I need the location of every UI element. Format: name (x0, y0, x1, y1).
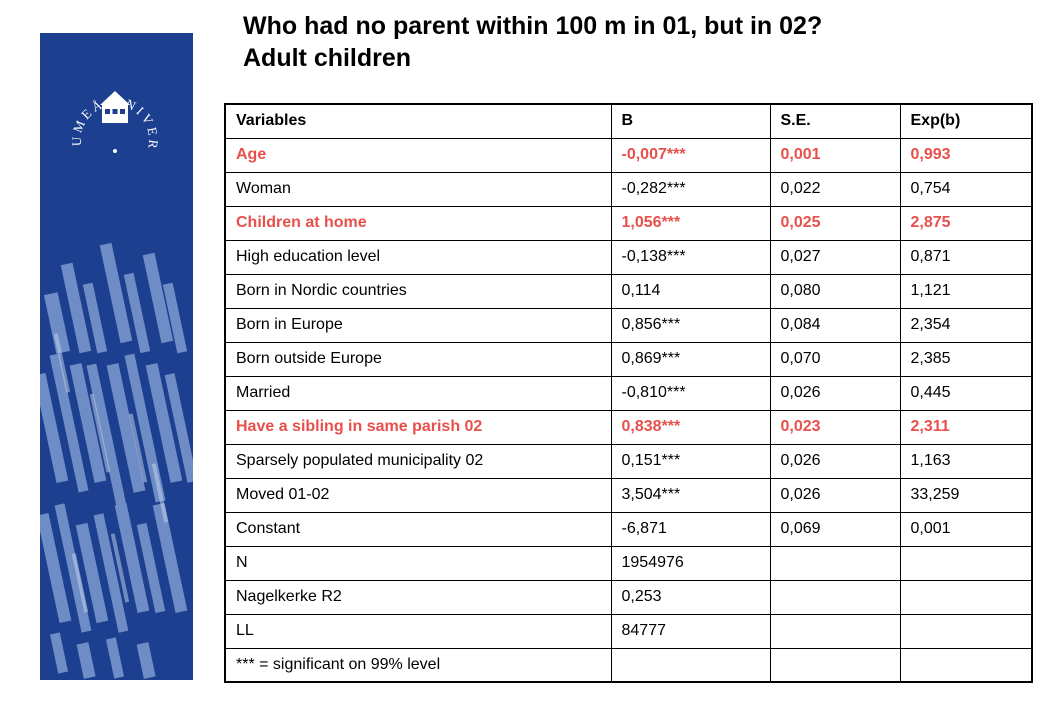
cell-se: 0,027 (769, 239, 901, 275)
cell-variable: Married (224, 375, 612, 411)
header-b: B (610, 103, 771, 139)
banner-texture (40, 242, 193, 679)
cell-b: 0,253 (610, 579, 771, 615)
cell-se: 0,070 (769, 341, 901, 377)
cell-exp-b: 0,754 (899, 171, 1033, 207)
cell-exp-b: 1,121 (899, 273, 1033, 309)
slide-title-line-2: Adult children (243, 44, 412, 72)
cell-variable: Constant (224, 511, 612, 547)
cell-b: 0,114 (610, 273, 771, 309)
cell-se (769, 579, 901, 615)
cell-exp-b (899, 613, 1033, 649)
cell-se: 0,026 (769, 477, 901, 513)
cell-b: 1954976 (610, 545, 771, 581)
table-row: Born in Nordic countries 0,114 0,080 1,121 (224, 273, 1033, 309)
cell-se: 0,026 (769, 443, 901, 479)
cell-b: -0,282*** (610, 171, 771, 207)
cell-se: 0,001 (769, 137, 901, 173)
cell-variable: Children at home (224, 205, 612, 241)
cell-se: 0,069 (769, 511, 901, 547)
cell-variable: Sparsely populated municipality 02 (224, 443, 612, 479)
cell-exp-b: 1,163 (899, 443, 1033, 479)
cell-variable: Born outside Europe (224, 341, 612, 377)
cell-variable: Born in Europe (224, 307, 612, 343)
table-header-row: Variables B S.E. Exp(b) (224, 103, 1033, 139)
cell-exp-b: 2,354 (899, 307, 1033, 343)
cell-b: -6,871 (610, 511, 771, 547)
cell-variable: Moved 01-02 (224, 477, 612, 513)
cell-exp-b: 2,385 (899, 341, 1033, 377)
cell-exp-b: 2,875 (899, 205, 1033, 241)
cell-se: 0,026 (769, 375, 901, 411)
cell-variable: LL (224, 613, 612, 649)
university-banner: UMEÅ UNIVERSITET (40, 33, 193, 680)
table-row: Nagelkerke R2 0,253 (224, 579, 1033, 615)
cell-variable: N (224, 545, 612, 581)
banner-artwork: UMEÅ UNIVERSITET (40, 33, 193, 679)
university-logo-icon (100, 91, 130, 153)
cell-b: 84777 (610, 613, 771, 649)
cell-b: 1,056*** (610, 205, 771, 241)
cell-exp-b: 0,993 (899, 137, 1033, 173)
cell-variable: High education level (224, 239, 612, 275)
table-row: Sparsely populated municipality 02 0,151*… (224, 443, 1033, 479)
table-row: Children at home 1,056*** 0,025 2,875 (224, 205, 1033, 241)
banner-highlights (53, 333, 169, 613)
table-row: Woman -0,282*** 0,022 0,754 (224, 171, 1033, 207)
cell-b: -0,138*** (610, 239, 771, 275)
cell-variable: Woman (224, 171, 612, 207)
cell-exp-b (899, 579, 1033, 615)
logo-lettering: UMEÅ UNIVERSITET (40, 33, 161, 152)
slide-title-line-1: Who had no parent within 100 m in 01, bu… (243, 12, 823, 40)
regression-results-table: Variables B S.E. Exp(b) Age -0,007*** 0,00… (224, 103, 1033, 683)
cell-se: 0,084 (769, 307, 901, 343)
cell-b: 0,856*** (610, 307, 771, 343)
cell-exp-b: 33,259 (899, 477, 1033, 513)
table-row: *** = significant on 99% level (224, 647, 1033, 683)
cell-variable: Have a sibling in same parish 02 (224, 409, 612, 445)
cell-b: 3,504*** (610, 477, 771, 513)
cell-b: 0,869*** (610, 341, 771, 377)
cell-exp-b: 0,001 (899, 511, 1033, 547)
slide-title: Who had no parent within 100 m in 01, bu… (243, 10, 822, 74)
cell-se (769, 613, 901, 649)
header-variables: Variables (224, 103, 612, 139)
table-row: Moved 01-02 3,504*** 0,026 33,259 (224, 477, 1033, 513)
table-row: Age -0,007*** 0,001 0,993 (224, 137, 1033, 173)
header-exp-b: Exp(b) (899, 103, 1033, 139)
table-row: High education level -0,138*** 0,027 0,871 (224, 239, 1033, 275)
table-row: Born outside Europe 0,869*** 0,070 2,385 (224, 341, 1033, 377)
cell-b: 0,151*** (610, 443, 771, 479)
cell-b (610, 647, 771, 683)
cell-b: 0,838*** (610, 409, 771, 445)
header-se: S.E. (769, 103, 901, 139)
cell-variable: *** = significant on 99% level (224, 647, 612, 683)
cell-variable: Born in Nordic countries (224, 273, 612, 309)
table-row: Have a sibling in same parish 02 0,838***… (224, 409, 1033, 445)
cell-se: 0,023 (769, 409, 901, 445)
cell-exp-b: 0,871 (899, 239, 1033, 275)
cell-se: 0,080 (769, 273, 901, 309)
cell-se (769, 545, 901, 581)
cell-b: -0,007*** (610, 137, 771, 173)
table-row: Constant -6,871 0,069 0,001 (224, 511, 1033, 547)
cell-se: 0,025 (769, 205, 901, 241)
table-body: Age -0,007*** 0,001 0,993 Woman -0,282*** 0,02… (224, 137, 1033, 683)
table-row: Born in Europe 0,856*** 0,084 2,354 (224, 307, 1033, 343)
cell-b: -0,810*** (610, 375, 771, 411)
cell-exp-b: 0,445 (899, 375, 1033, 411)
table-row: N 1954976 (224, 545, 1033, 581)
cell-exp-b: 2,311 (899, 409, 1033, 445)
cell-variable: Nagelkerke R2 (224, 579, 612, 615)
table-row: LL 84777 (224, 613, 1033, 649)
cell-exp-b (899, 545, 1033, 581)
cell-variable: Age (224, 137, 612, 173)
cell-se: 0,022 (769, 171, 901, 207)
cell-exp-b (899, 647, 1033, 683)
cell-se (769, 647, 901, 683)
table-row: Married -0,810*** 0,026 0,445 (224, 375, 1033, 411)
